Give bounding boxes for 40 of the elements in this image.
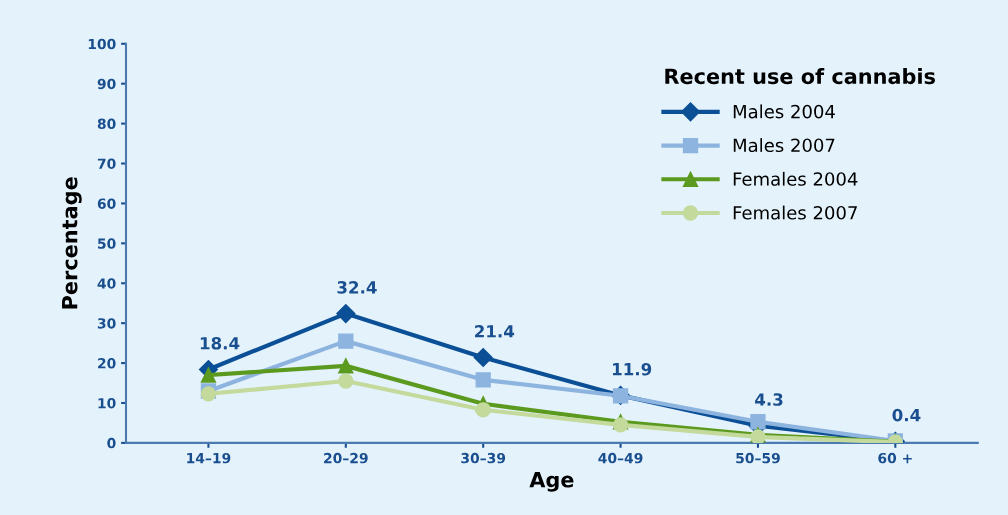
point [336,304,356,324]
y-tick-label: 100 [88,38,116,50]
y-axis-title: Percentage [62,177,82,309]
data-label: 18.4 [200,336,240,350]
y-tick-label: 40 [97,278,116,289]
point [612,417,629,433]
point [473,347,493,368]
y-tick-label: 50 [98,238,116,249]
legend-label: Males 2007 [733,138,835,153]
x-tick-label: 14–19 [187,452,231,464]
legend-label: Females 2004 [733,171,858,186]
point [200,367,217,383]
legend-label: Females 2007 [733,205,857,220]
data-label: 21.4 [475,324,515,338]
point [338,333,354,349]
point [338,373,354,389]
point [475,402,491,418]
point [475,372,491,388]
x-tick-label: 40–49 [598,452,643,464]
y-tick-label: 90 [97,78,116,90]
data-label: 11.9 [613,362,652,376]
y-tick-label: 20 [98,358,116,369]
x-tick-label: 60 + [878,452,912,464]
point [338,358,354,374]
x-axis-title: Age [529,472,574,492]
y-tick-label: 60 [97,198,116,209]
data-label: 4.3 [755,393,783,406]
y-tick-label: 70 [97,158,116,169]
point [750,414,766,430]
y-tick-label: 10 [98,397,116,409]
y-tick-label: 0 [107,437,116,449]
x-tick-label: 20–29 [324,452,368,464]
data-label: 0.4 [892,408,921,422]
x-tick-label: 50–59 [736,452,780,464]
y-tick-label: 30 [97,318,116,329]
y-tick-label: 80 [97,118,116,130]
legend-label: Males 2004 [733,104,835,119]
legend-title: Recent use of cannabis [665,68,935,85]
x-tick-label: 30–39 [461,452,506,464]
data-label: 32.4 [337,281,377,294]
